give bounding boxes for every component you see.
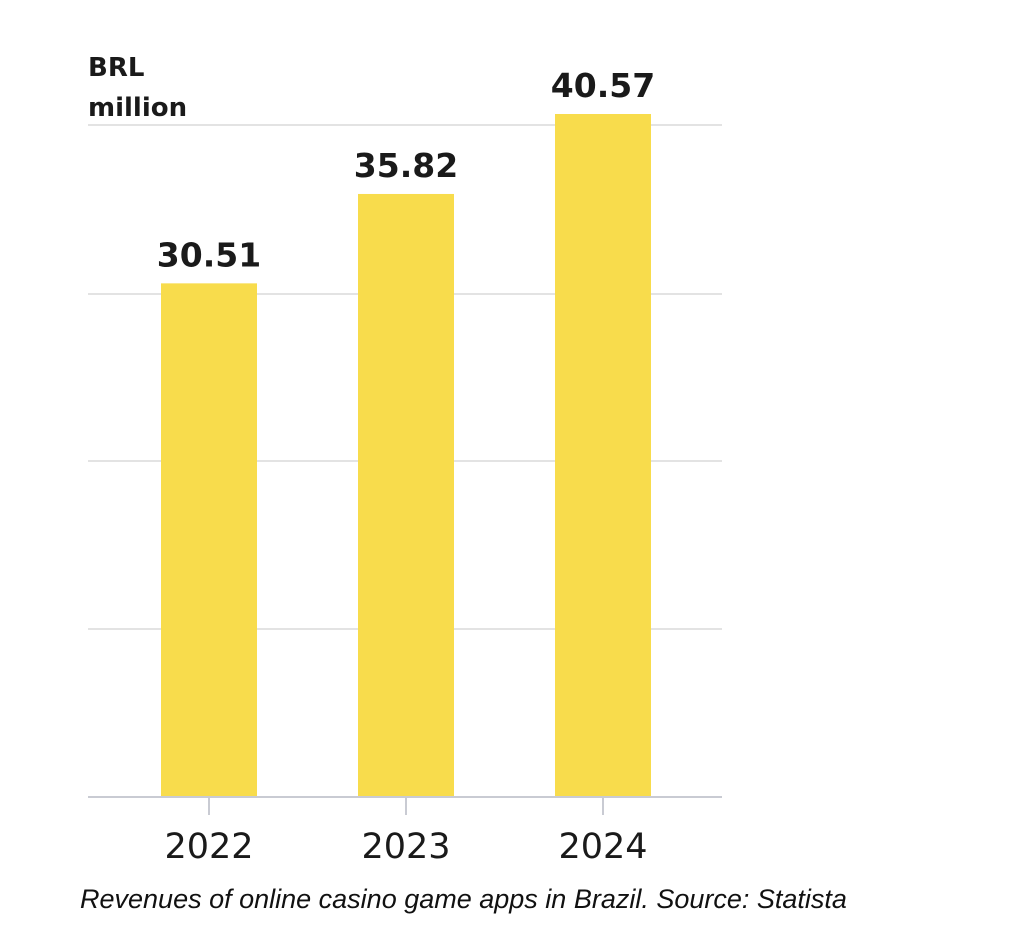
x-tick-label-2024: 2024 [558, 827, 647, 867]
x-axis-ticks: 2022 2023 2024 [164, 797, 648, 867]
y-unit-label-line-2: million [88, 93, 187, 123]
data-label-2023: 35.82 [354, 146, 458, 185]
x-tick-label-2023: 2023 [361, 827, 450, 867]
data-labels: 30.51 35.82 40.57 [157, 66, 655, 274]
bars [161, 114, 651, 798]
bar-2024 [555, 114, 651, 797]
data-label-2022: 30.51 [157, 235, 261, 274]
y-unit-label-line-1: BRL [88, 53, 144, 83]
bar-2023 [358, 193, 454, 797]
x-tick-label-2022: 2022 [164, 827, 253, 867]
data-label-2024: 40.57 [551, 66, 655, 105]
chart-caption: Revenues of online casino game apps in B… [80, 884, 847, 914]
bar-2022 [161, 283, 257, 798]
